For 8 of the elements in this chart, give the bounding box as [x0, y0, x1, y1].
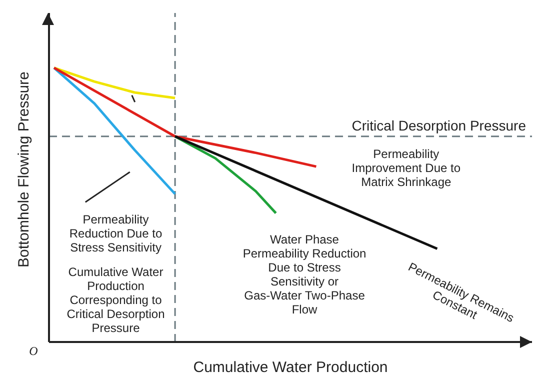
- text: O: [29, 344, 38, 358]
- annotation: Permeability Improvement Due to Matrix Shrinkage: [352, 146, 461, 189]
- annotation: Permeability Reduction Due to Stress Sensitivity: [69, 212, 162, 255]
- annotation: Water Phase Permeability Reduction Due to Stress Sensitivity or Gas-Water Two-Phase Flow: [242, 232, 366, 316]
- x-axis-title: Cumulative Water Production: [193, 359, 388, 376]
- y-axis-title: Bottomhole Flowing Pressure: [15, 72, 32, 268]
- ref-line-label: Critical Desorption Pressure: [352, 117, 526, 134]
- annotation: Cumulative Water Production Corresponding to Critical Desorption Pressure: [66, 265, 165, 336]
